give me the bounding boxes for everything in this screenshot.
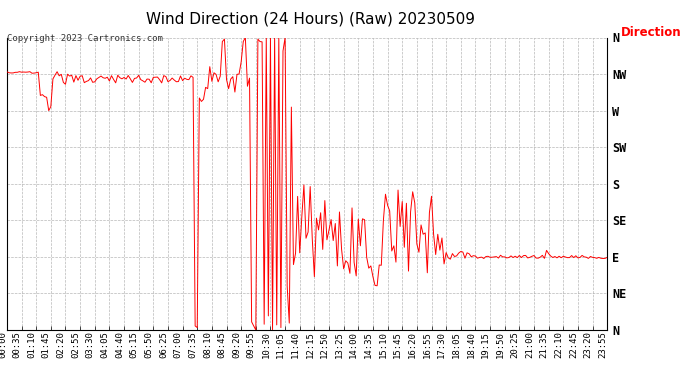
Text: Wind Direction (24 Hours) (Raw) 20230509: Wind Direction (24 Hours) (Raw) 20230509	[146, 11, 475, 26]
Text: Direction: Direction	[621, 26, 682, 39]
Text: Copyright 2023 Cartronics.com: Copyright 2023 Cartronics.com	[7, 34, 163, 43]
